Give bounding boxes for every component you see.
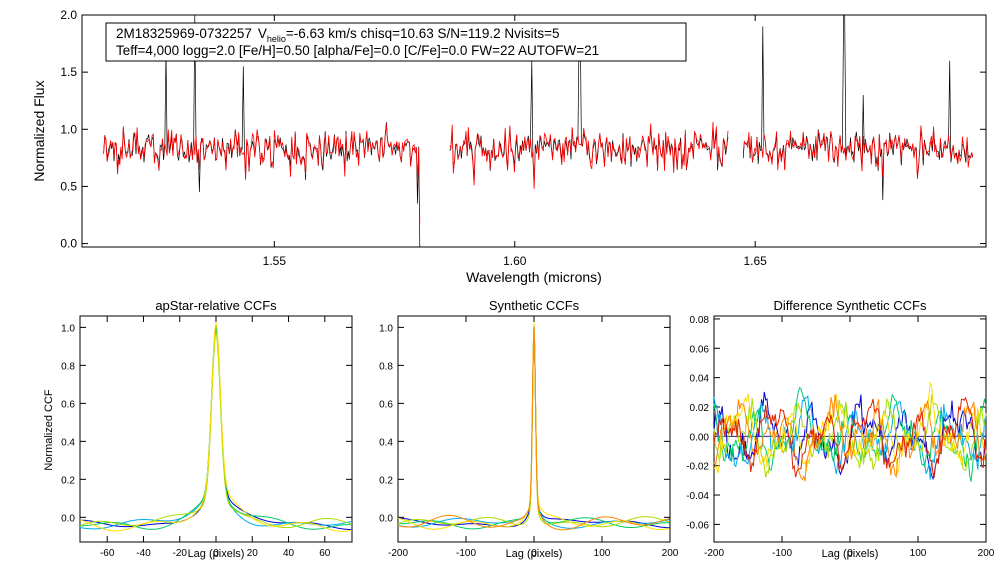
- star-id: 2M18325969-0732257: [116, 26, 252, 41]
- x-tick-label: 100: [910, 548, 927, 559]
- x-tick-label: 20: [247, 548, 259, 559]
- y-tick-label: 0.04: [690, 374, 710, 385]
- difference-series-line: [713, 391, 987, 481]
- spectrum-y-axis-label: Normalized Flux: [31, 80, 47, 181]
- x-tick-label: 200: [662, 548, 679, 559]
- y-tick-label: -0.06: [686, 520, 709, 531]
- y-tick-label: 0.0: [379, 513, 393, 524]
- y-tick-label: 0.2: [379, 475, 393, 486]
- ccf-series-line: [80, 326, 352, 530]
- synthetic-ccf-lines: [397, 322, 670, 531]
- ccf-series-line: [397, 326, 670, 531]
- y-tick-label: -0.02: [686, 462, 709, 473]
- y-tick-label: 0.08: [690, 315, 710, 326]
- y-tick-label: 1.0: [61, 323, 75, 334]
- y-tick-label: 2.0: [60, 8, 77, 22]
- y-tick-label: 0.6: [379, 399, 393, 410]
- x-tick-label: 0: [847, 548, 853, 559]
- y-tick-label: 0.6: [61, 399, 75, 410]
- x-tick-label: 0: [531, 548, 537, 559]
- x-tick-label: -100: [772, 548, 792, 559]
- x-tick-label: 40: [283, 548, 295, 559]
- apstar-ccf-title: apStar-relative CCFs: [155, 298, 277, 313]
- y-tick-label: 0.5: [60, 179, 77, 193]
- y-tick-label: 0.2: [61, 475, 75, 486]
- x-tick-label: -200: [704, 548, 724, 559]
- ccf-series-line: [80, 327, 352, 531]
- ccf-series-line: [79, 325, 353, 530]
- apstar-ccf-x-axis-label: Lag (pixels): [188, 548, 245, 560]
- v-helio-label: V: [258, 26, 267, 41]
- x-tick-label: -20: [173, 548, 188, 559]
- info-line-2: Teff=4,000 logg=2.0 [Fe/H]=0.50 [alpha/F…: [116, 43, 599, 58]
- x-tick-label: 0: [213, 548, 219, 559]
- y-tick-label: 0.0: [61, 513, 75, 524]
- y-tick-label: 0.4: [61, 437, 75, 448]
- y-tick-label: 1.5: [60, 65, 77, 79]
- info-line-1: 2M18325969-0732257 Vhelio=-6.63 km/s chis…: [116, 26, 560, 44]
- difference-series-line: [713, 386, 987, 482]
- difference-series-line: [713, 396, 987, 479]
- observed-spectrum-line: [742, 14, 974, 201]
- y-tick-label: 0.0: [60, 237, 77, 251]
- v-helio-subscript: helio: [267, 34, 286, 44]
- info-line-1-values: =-6.63 km/s chisq=10.63 S/N=119.2 Nvisit…: [286, 26, 560, 41]
- synthetic-ccf-ticks: -200 -100 0 100 200 0.0 0.2 0.4 0.6 0.8 1.0: [379, 316, 679, 559]
- difference-ccf-x-axis-label: Lag (pixels): [822, 548, 879, 560]
- y-tick-label: 0.4: [379, 437, 393, 448]
- y-tick-label: 1.0: [379, 323, 393, 334]
- spectrum-panel: 1.55 1.60 1.65 0.0 0.5 1.0 1.5 2.0 Wavelength (…: [31, 8, 987, 285]
- x-tick-label: -40: [136, 548, 151, 559]
- synthetic-ccf-x-axis-label: Lag (pixels): [506, 548, 563, 560]
- ccf-series-line: [79, 322, 353, 532]
- x-tick-label: -200: [388, 548, 408, 559]
- difference-ccf-title: Difference Synthetic CCFs: [774, 298, 927, 313]
- spectrum-ticks: 1.55 1.60 1.65 0.0 0.5 1.0 1.5 2.0: [60, 8, 986, 268]
- apstar-ccf-lines: [79, 322, 353, 532]
- synthetic-ccf-title: Synthetic CCFs: [489, 298, 580, 313]
- x-tick-label: 1.60: [503, 254, 527, 268]
- difference-ccf-panel: -200 -100 0 100 200 -0.06 -0.04 -0.02 0.00 0.02 0.…: [686, 298, 995, 560]
- model-spectrum-line: [103, 123, 421, 225]
- difference-series-line: [713, 393, 987, 478]
- model-spectrum-line: [449, 121, 729, 189]
- y-tick-label: 0.8: [61, 361, 75, 372]
- spectrum-x-axis-label: Wavelength (microns): [466, 269, 602, 285]
- y-tick-label: -0.04: [686, 491, 709, 502]
- x-tick-label: 60: [319, 548, 331, 559]
- y-tick-label: 0.02: [690, 403, 710, 414]
- info-box: 2M18325969-0732257 Vhelio=-6.63 km/s chis…: [105, 22, 687, 62]
- y-tick-label: 1.0: [60, 122, 77, 136]
- ccf-series-line: [397, 332, 670, 528]
- spectrum-lines: [103, 14, 974, 248]
- y-tick-label: 0.06: [690, 344, 710, 355]
- y-tick-label: 0.8: [379, 361, 393, 372]
- x-tick-label: -60: [100, 548, 115, 559]
- x-tick-label: 200: [978, 548, 995, 559]
- spectrum-plot-frame: [81, 14, 987, 248]
- apstar-ccf-panel: -60 -40 -20 0 20 40 60 0.0 0.2 0.4 0.6 0.8 1.0 apSta…: [43, 298, 353, 560]
- synthetic-ccf-plot-frame: [397, 315, 671, 543]
- x-tick-label: -100: [456, 548, 476, 559]
- model-spectrum-line: [742, 125, 974, 179]
- x-tick-label: 100: [594, 548, 611, 559]
- difference-ccf-lines: [713, 381, 987, 482]
- apstar-ccf-y-axis-label: Normalized CCF: [43, 389, 55, 471]
- ccf-series-line: [79, 332, 353, 529]
- apstar-ccf-plot-frame: [79, 315, 353, 543]
- x-tick-label: 1.55: [263, 254, 287, 268]
- x-tick-label: 1.65: [744, 254, 768, 268]
- info-box-frame: [105, 22, 687, 62]
- synthetic-ccf-panel: -200 -100 0 100 200 0.0 0.2 0.4 0.6 0.8 1.0 Synthe…: [379, 298, 679, 560]
- difference-ccf-ticks: -200 -100 0 100 200 -0.06 -0.04 -0.02 0.00 0.02 0.…: [686, 315, 995, 559]
- apstar-ccf-ticks: -60 -40 -20 0 20 40 60 0.0 0.2 0.4 0.6 0.8 1.0: [61, 316, 352, 559]
- y-tick-label: 0.00: [690, 432, 710, 443]
